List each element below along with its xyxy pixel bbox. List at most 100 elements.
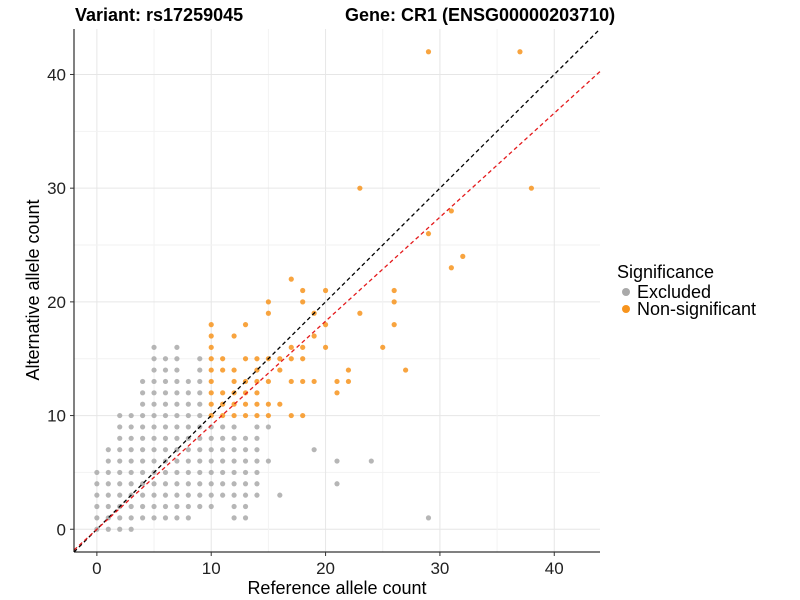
- point-non-significant: [208, 356, 214, 362]
- legend-label-non-significant: Non-significant: [637, 299, 756, 319]
- point-excluded: [140, 515, 146, 521]
- point-non-significant: [345, 367, 352, 373]
- axes: [73, 29, 600, 553]
- point-excluded: [242, 481, 249, 487]
- point-non-significant: [322, 344, 329, 350]
- point-excluded: [220, 424, 226, 430]
- point-excluded: [174, 481, 180, 487]
- legend: Significance Excluded Non-significant: [617, 262, 756, 319]
- point-non-significant: [265, 401, 271, 407]
- x-axis-title: Reference allele count: [247, 578, 426, 598]
- point-non-significant: [288, 412, 294, 419]
- point-excluded: [140, 458, 146, 464]
- point-excluded: [162, 469, 169, 476]
- point-excluded: [254, 469, 260, 476]
- point-excluded: [174, 378, 180, 385]
- point-excluded: [208, 503, 214, 510]
- point-non-significant: [288, 276, 294, 282]
- point-excluded: [185, 469, 191, 476]
- point-non-significant: [254, 412, 260, 419]
- point-excluded: [231, 492, 237, 498]
- grid: [74, 29, 600, 552]
- point-excluded: [197, 492, 203, 498]
- point-non-significant: [322, 287, 329, 294]
- x-tick-label: 10: [202, 559, 221, 578]
- point-non-significant: [517, 49, 523, 55]
- point-excluded: [425, 515, 432, 521]
- point-excluded: [242, 458, 249, 464]
- point-excluded: [151, 344, 157, 350]
- point-non-significant: [242, 390, 249, 396]
- point-excluded: [197, 481, 203, 487]
- point-non-significant: [208, 333, 214, 339]
- point-excluded: [151, 447, 157, 453]
- point-excluded: [185, 424, 191, 430]
- point-non-significant: [265, 378, 271, 385]
- point-excluded: [151, 401, 157, 407]
- point-excluded: [174, 356, 180, 362]
- point-excluded: [220, 458, 226, 464]
- point-non-significant: [403, 367, 409, 373]
- point-excluded: [151, 412, 157, 419]
- point-excluded: [174, 492, 180, 498]
- point-excluded: [197, 469, 203, 476]
- point-excluded: [174, 412, 180, 419]
- point-non-significant: [288, 356, 294, 362]
- point-excluded: [162, 481, 169, 487]
- point-excluded: [128, 526, 134, 532]
- point-excluded: [140, 390, 146, 396]
- point-excluded: [174, 401, 180, 407]
- point-excluded: [162, 378, 169, 385]
- point-non-significant: [242, 412, 249, 419]
- point-excluded: [151, 356, 157, 362]
- point-excluded: [105, 492, 111, 498]
- point-excluded: [105, 526, 111, 532]
- point-non-significant: [208, 390, 214, 396]
- point-non-significant: [391, 287, 397, 294]
- point-excluded: [105, 503, 111, 510]
- point-excluded: [105, 447, 111, 453]
- reference-line-identity: [73, 28, 601, 553]
- point-excluded: [162, 412, 169, 419]
- point-excluded: [220, 447, 226, 453]
- point-excluded: [162, 367, 169, 373]
- point-excluded: [242, 492, 249, 498]
- y-tick-label: 0: [57, 520, 66, 539]
- tick-labels: 0 10 20 30 40 0 10 20 30 40: [47, 65, 564, 578]
- point-excluded: [128, 481, 134, 487]
- data-points: [94, 49, 534, 532]
- point-excluded: [220, 469, 226, 476]
- point-excluded: [94, 515, 100, 521]
- point-excluded: [197, 367, 203, 373]
- point-excluded: [254, 492, 260, 498]
- point-excluded: [174, 344, 180, 350]
- point-non-significant: [265, 310, 271, 316]
- point-non-significant: [380, 344, 386, 350]
- point-excluded: [174, 469, 180, 476]
- point-excluded: [254, 481, 260, 487]
- point-excluded: [140, 435, 146, 441]
- legend-swatch-non-significant: [622, 305, 630, 313]
- point-excluded: [162, 401, 169, 407]
- point-non-significant: [220, 390, 226, 396]
- point-excluded: [128, 515, 134, 521]
- x-tick-label: 30: [430, 559, 449, 578]
- point-excluded: [185, 492, 191, 498]
- point-excluded: [265, 424, 271, 430]
- point-excluded: [231, 447, 237, 453]
- variant-title: Variant: rs17259045: [75, 5, 243, 25]
- point-excluded: [128, 412, 134, 419]
- point-non-significant: [528, 185, 534, 191]
- point-non-significant: [357, 310, 363, 316]
- legend-label-excluded: Excluded: [637, 282, 711, 302]
- point-non-significant: [460, 253, 466, 259]
- point-excluded: [220, 492, 226, 498]
- point-non-significant: [231, 412, 237, 419]
- point-non-significant: [334, 378, 340, 385]
- x-tick-label: 20: [316, 559, 335, 578]
- point-excluded: [140, 469, 146, 476]
- point-excluded: [231, 458, 237, 464]
- point-excluded: [277, 492, 283, 498]
- point-excluded: [208, 492, 214, 498]
- point-non-significant: [220, 356, 226, 362]
